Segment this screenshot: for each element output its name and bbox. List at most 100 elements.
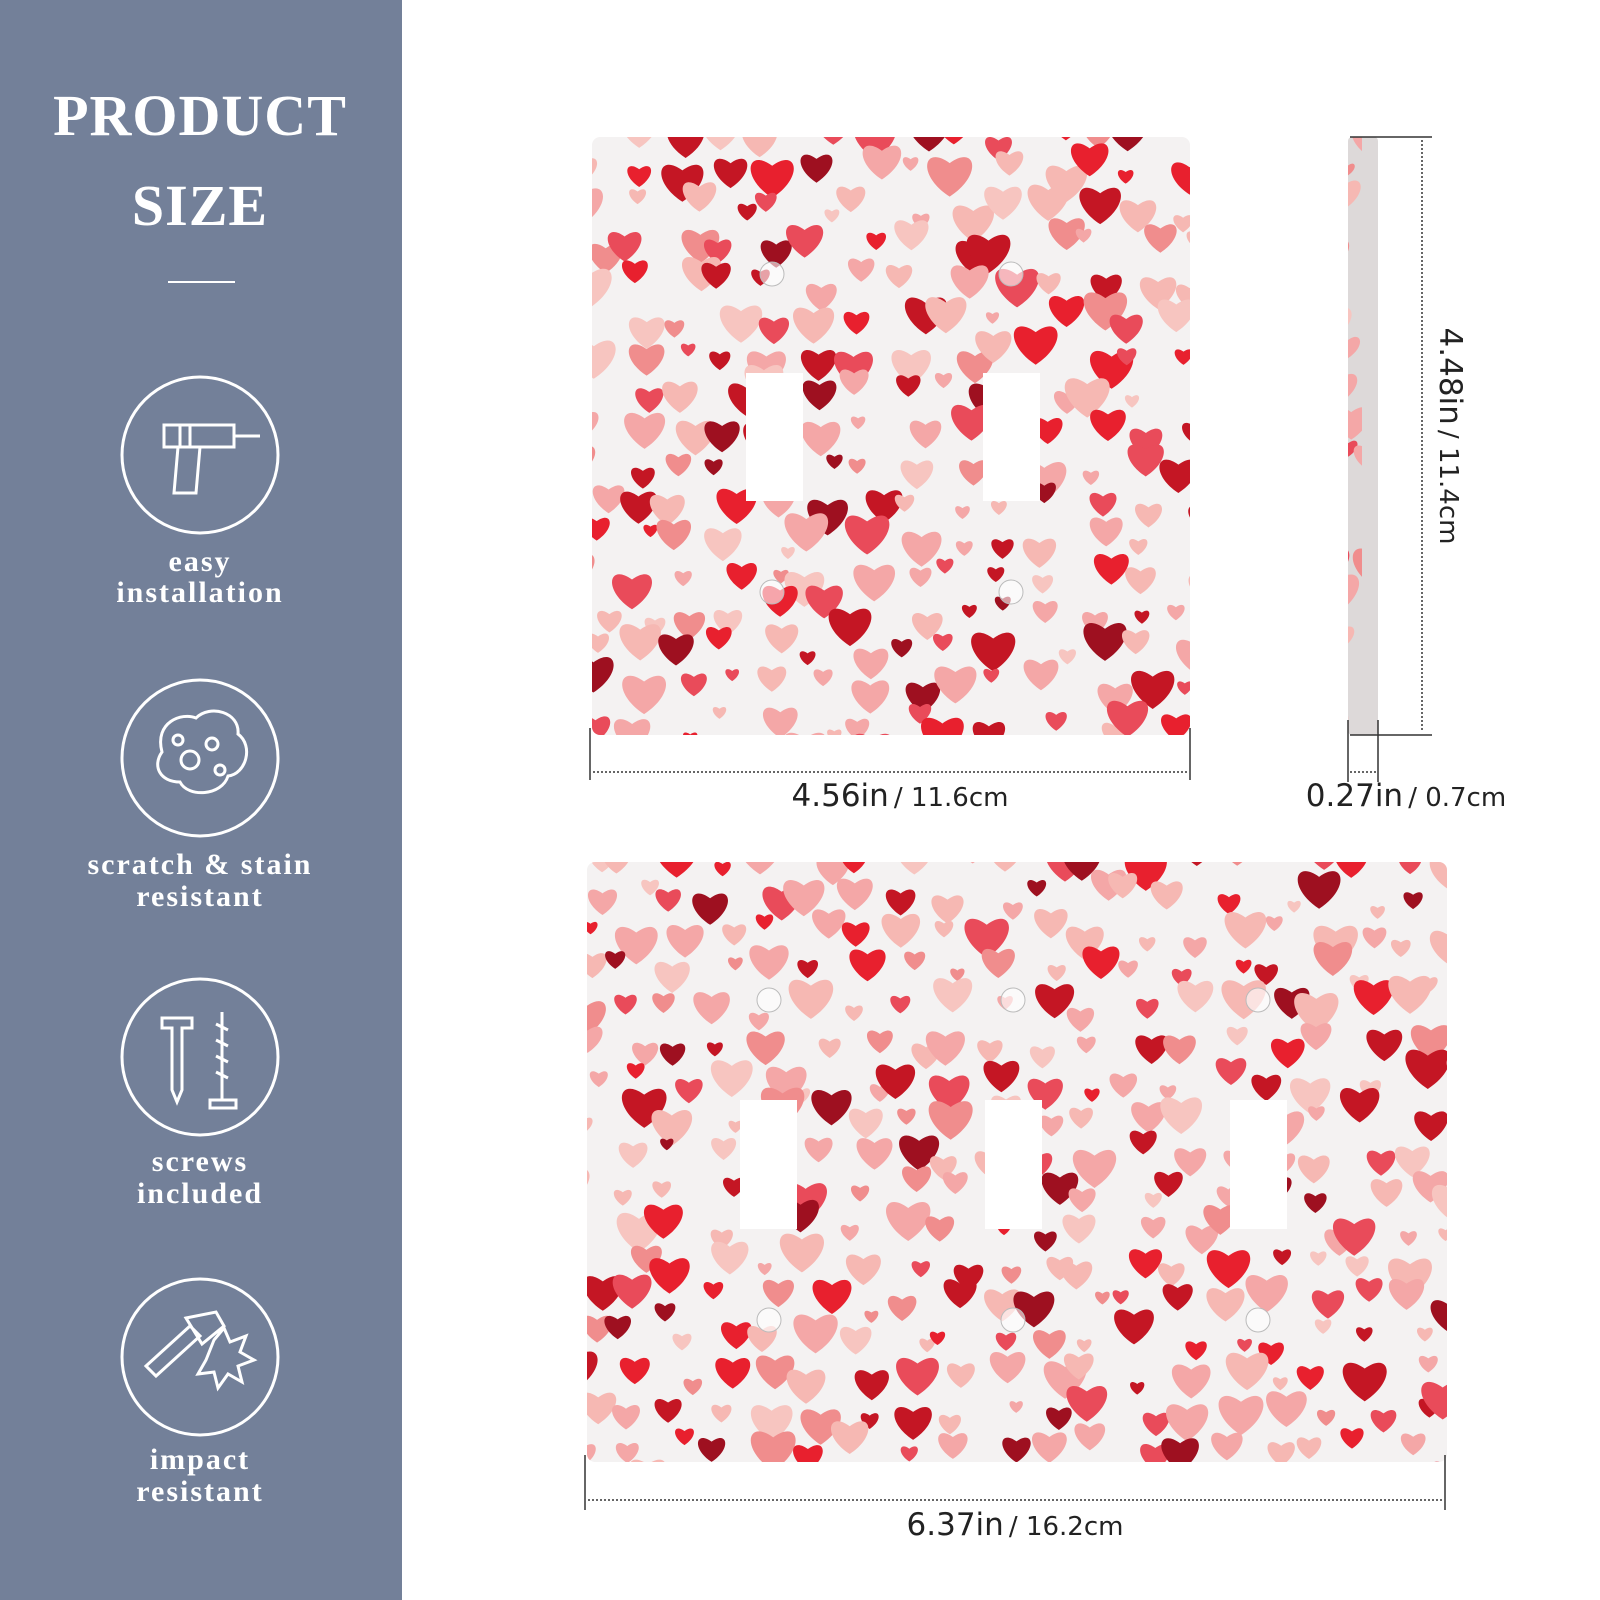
heart [1418, 1355, 1438, 1373]
heart [651, 1110, 693, 1146]
heart [666, 137, 705, 158]
heart [1066, 1386, 1108, 1422]
heart [630, 467, 655, 489]
heart [1093, 554, 1129, 585]
heart [665, 453, 692, 477]
heart [1039, 1115, 1064, 1137]
heart [592, 657, 614, 693]
heart [1348, 308, 1352, 325]
heart [885, 889, 916, 916]
feature-label: resistant [136, 1475, 263, 1508]
heart [746, 1031, 785, 1066]
heart [1416, 1327, 1433, 1342]
heart [673, 612, 706, 640]
heart [853, 564, 896, 602]
heart [1385, 231, 1406, 249]
heart [711, 1241, 749, 1275]
heart [1390, 188, 1410, 205]
heart [749, 945, 789, 980]
heart [1459, 1152, 1482, 1172]
heart [587, 1168, 590, 1201]
heart [1177, 681, 1190, 695]
heart [1130, 1382, 1145, 1395]
heart [1144, 1192, 1162, 1208]
heart [617, 748, 634, 763]
heart [556, 1147, 585, 1172]
heart [1178, 862, 1216, 866]
heart [1430, 1300, 1447, 1333]
heart [964, 1495, 978, 1507]
heart [844, 515, 890, 555]
heart [1429, 930, 1447, 966]
heart [1206, 1250, 1251, 1289]
heart [849, 949, 886, 982]
heart [901, 531, 942, 567]
heart [710, 1060, 753, 1097]
heart [675, 1079, 703, 1104]
heart [1131, 670, 1175, 709]
heart [783, 732, 827, 735]
heart [592, 716, 611, 735]
heart [643, 524, 658, 538]
heart [1034, 908, 1068, 939]
heart [1465, 1261, 1493, 1286]
dimension-value: / 11.4cm [1433, 430, 1463, 545]
heart [1159, 1085, 1177, 1100]
heart [1431, 1184, 1447, 1222]
heart [900, 460, 934, 490]
heart [1203, 1205, 1238, 1235]
heart [964, 918, 1009, 958]
heart [704, 528, 742, 562]
heart [1069, 1107, 1093, 1129]
heart [697, 1437, 726, 1462]
heart [1348, 550, 1350, 562]
heart [1311, 1290, 1345, 1319]
heart [928, 1101, 973, 1140]
heart [1075, 228, 1092, 243]
heart [1109, 314, 1143, 344]
heart [1163, 1035, 1196, 1065]
heart [1225, 1352, 1269, 1391]
heart [1082, 137, 1114, 149]
heart [1095, 1291, 1110, 1305]
heart [950, 265, 989, 299]
heart [1313, 276, 1335, 295]
heart [955, 506, 970, 520]
heart [840, 1224, 859, 1241]
heart [845, 1005, 863, 1022]
dimension-value: 4.48in [1432, 328, 1468, 425]
heart [797, 959, 819, 979]
heart [1118, 960, 1138, 978]
heart [800, 154, 833, 183]
heart [865, 490, 903, 523]
heart [613, 1189, 632, 1206]
heart [1268, 1479, 1301, 1508]
heart [654, 1398, 682, 1423]
heart [1136, 998, 1159, 1019]
heart [1116, 759, 1148, 787]
heart [856, 1138, 893, 1170]
heart [847, 258, 875, 282]
heart [875, 1064, 916, 1100]
heart [881, 913, 921, 948]
heart [683, 1378, 703, 1396]
heart [722, 924, 747, 946]
heart [748, 1012, 769, 1031]
heart [614, 926, 658, 965]
heart [654, 1303, 676, 1322]
heart [911, 1261, 931, 1278]
heart [692, 893, 728, 925]
heart [1348, 716, 1349, 720]
heart [680, 673, 707, 697]
heart [1370, 905, 1385, 919]
heart [652, 1181, 672, 1198]
heart [1265, 834, 1296, 861]
heart [836, 186, 866, 213]
dimension-value: 6.37in [907, 1507, 1004, 1543]
heart [587, 1444, 596, 1462]
heart [666, 925, 704, 958]
heart [934, 373, 953, 389]
heart [983, 1060, 1020, 1093]
heart [938, 1414, 962, 1435]
heart [1112, 1290, 1129, 1305]
